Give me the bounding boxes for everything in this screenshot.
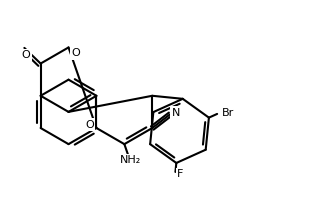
Text: F: F [177, 169, 183, 179]
Text: NH₂: NH₂ [120, 155, 142, 165]
Text: Br: Br [222, 108, 234, 118]
Text: N: N [172, 108, 180, 118]
Text: O: O [22, 50, 30, 60]
Text: O: O [85, 120, 94, 130]
Text: O: O [71, 48, 80, 58]
